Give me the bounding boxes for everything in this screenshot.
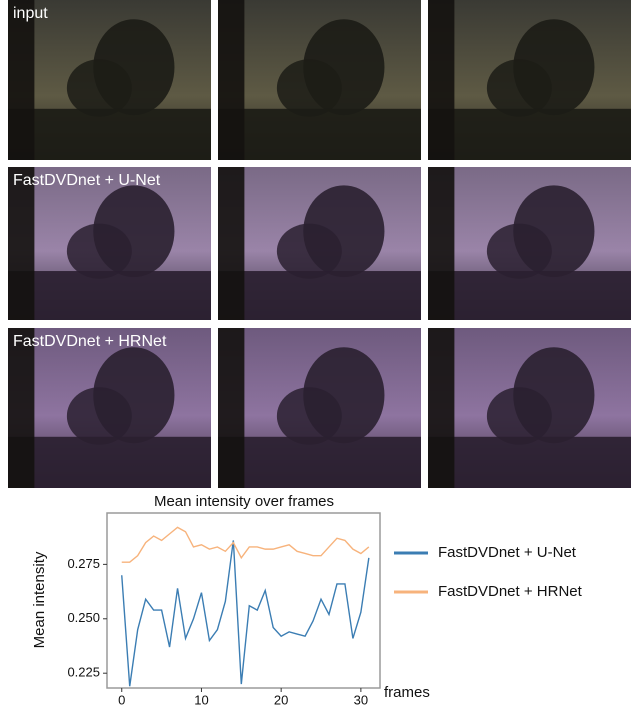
legend-label: FastDVDnet + U-Net <box>438 544 577 561</box>
image-ground <box>8 109 211 160</box>
image-ground <box>428 109 631 160</box>
x-tick-label: 10 <box>194 692 208 707</box>
image-post <box>428 0 454 160</box>
image-panel <box>218 328 421 488</box>
legend-label: FastDVDnet + HRNet <box>438 583 583 600</box>
image-ground <box>218 271 421 320</box>
x-axis-label: frames <box>384 684 430 701</box>
image-tree <box>487 59 552 117</box>
x-tick-label: 0 <box>118 692 125 707</box>
image-ground <box>218 437 421 488</box>
data-line <box>122 540 369 686</box>
image-panel <box>428 328 631 488</box>
image-post <box>8 328 34 488</box>
image-ground <box>218 109 421 160</box>
y-tick-label: 0.225 <box>67 665 100 680</box>
image-post <box>218 167 244 320</box>
image-post <box>218 0 244 160</box>
image-post <box>218 328 244 488</box>
y-tick-label: 0.250 <box>67 610 100 625</box>
image-panel <box>218 0 421 160</box>
image-panel <box>8 167 211 320</box>
y-tick-label: 0.275 <box>67 556 100 571</box>
image-post <box>428 167 454 320</box>
image-tree <box>277 59 342 117</box>
image-panel <box>218 167 421 320</box>
image-tree <box>277 224 342 279</box>
figure: input FastDVDnet + U-Net FastDVDnet + HRNe… <box>0 0 631 714</box>
image-tree <box>487 387 552 445</box>
image-tree <box>67 224 132 279</box>
row-label: FastDVDnet + HRNet <box>13 333 167 350</box>
image-panel <box>8 0 211 160</box>
image-ground <box>8 437 211 488</box>
x-tick-label: 30 <box>354 692 368 707</box>
image-tree <box>277 387 342 445</box>
image-panel <box>428 167 631 320</box>
image-tree <box>67 59 132 117</box>
image-ground <box>428 437 631 488</box>
image-post <box>428 328 454 488</box>
y-axis-label: Mean intensity <box>31 551 48 648</box>
image-ground <box>8 271 211 320</box>
image-tree <box>67 387 132 445</box>
data-line <box>122 527 369 562</box>
image-panel <box>428 0 631 160</box>
image-ground <box>428 271 631 320</box>
image-post <box>8 0 34 160</box>
image-tree <box>487 224 552 279</box>
image-panel <box>8 328 211 488</box>
row-label: FastDVDnet + U-Net <box>13 172 161 189</box>
x-tick-label: 20 <box>274 692 288 707</box>
image-post <box>8 167 34 320</box>
row-label: input <box>13 5 48 22</box>
chart-title: Mean intensity over frames <box>154 493 334 510</box>
image-grid: input FastDVDnet + U-Net FastDVDnet + HRNe… <box>8 0 631 488</box>
